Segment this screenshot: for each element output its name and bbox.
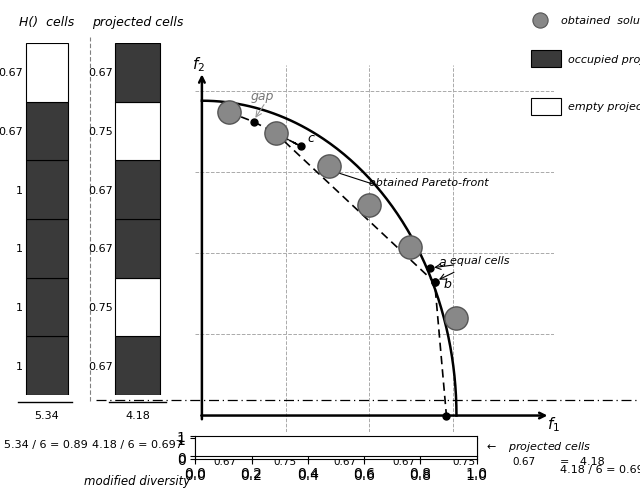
Text: 0.67: 0.67 (512, 456, 535, 466)
Bar (115, 161, 160, 220)
Bar (26, 278, 68, 337)
Point (429, 279, 440, 287)
Bar (26, 102, 68, 161)
Text: empty projected cell: empty projected cell (568, 102, 640, 112)
Bar (115, 44, 160, 102)
Text: equal cells: equal cells (450, 256, 509, 265)
Text: obtained Pareto-front: obtained Pareto-front (369, 178, 489, 188)
Point (429, 279, 440, 287)
Bar (383, 436, 430, 456)
Point (324, 163, 334, 170)
Text: 0.67: 0.67 (0, 68, 23, 78)
Text: $f_1$: $f_1$ (547, 415, 560, 433)
Text: 0.67: 0.67 (393, 456, 416, 466)
Text: b: b (443, 278, 451, 291)
Bar (336, 436, 383, 456)
Text: 0.67: 0.67 (88, 185, 113, 195)
Text: 0.75: 0.75 (273, 456, 296, 466)
Bar (26, 220, 68, 278)
Bar (289, 436, 336, 456)
Text: occupied projected cell: occupied projected cell (568, 55, 640, 64)
Bar (115, 102, 160, 161)
Text: 5.34 / 6 = 0.89: 5.34 / 6 = 0.89 (4, 439, 88, 449)
Bar (115, 220, 160, 278)
Bar (242, 436, 289, 456)
Text: 5.34: 5.34 (34, 410, 59, 420)
Text: 1: 1 (16, 303, 23, 312)
Point (223, 109, 234, 117)
Text: 0.67: 0.67 (333, 456, 356, 466)
Bar (26, 161, 68, 220)
Text: =   4.18: = 4.18 (559, 456, 604, 466)
Bar (531, 99, 561, 116)
Text: 0.67: 0.67 (214, 456, 237, 466)
Point (442, 412, 452, 420)
Bar (115, 337, 160, 395)
Point (271, 130, 281, 138)
Text: modified diversity: modified diversity (84, 474, 191, 488)
Text: $f_2$: $f_2$ (192, 55, 205, 74)
Point (404, 244, 415, 251)
Point (249, 119, 259, 126)
Point (535, 17, 545, 24)
Text: a: a (438, 255, 445, 268)
Text: 0.75: 0.75 (452, 456, 476, 466)
Point (451, 315, 461, 323)
Text: gap: gap (250, 90, 274, 103)
Point (296, 143, 306, 151)
Text: c: c (307, 132, 314, 145)
Text: 4.18 / 6 = 0.697: 4.18 / 6 = 0.697 (559, 465, 640, 474)
Text: obtained  solution: obtained solution (561, 16, 640, 26)
Text: 0.67: 0.67 (88, 361, 113, 371)
Text: 0.75: 0.75 (88, 127, 113, 137)
Point (364, 201, 374, 209)
Text: 0.67: 0.67 (88, 244, 113, 254)
Text: 4.18: 4.18 (125, 410, 150, 420)
Text: 4.18 / 6 = 0.697: 4.18 / 6 = 0.697 (92, 439, 183, 449)
Text: 1: 1 (16, 244, 23, 254)
Text: $\leftarrow$   projected cells: $\leftarrow$ projected cells (484, 439, 591, 453)
Text: 1: 1 (16, 361, 23, 371)
Bar (115, 278, 160, 337)
Bar (26, 337, 68, 395)
Text: 0.67: 0.67 (88, 68, 113, 78)
Text: 1: 1 (16, 185, 23, 195)
Text: 0.75: 0.75 (88, 303, 113, 312)
Text: projected cells: projected cells (92, 16, 183, 29)
Bar (195, 436, 242, 456)
Point (424, 264, 435, 272)
Text: 0.67: 0.67 (0, 127, 23, 137)
Bar (430, 436, 477, 456)
Text: H()  cells: H() cells (19, 16, 74, 29)
Bar (26, 44, 68, 102)
Bar (531, 51, 561, 68)
